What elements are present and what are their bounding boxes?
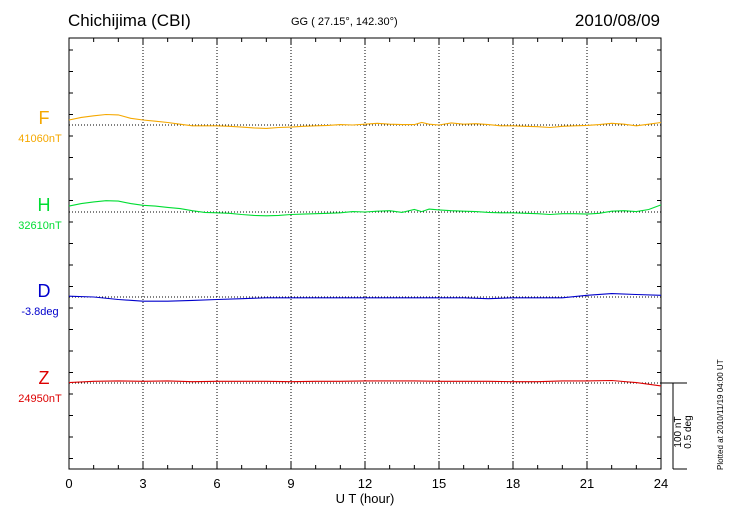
station-coordinates: GG ( 27.15°, 142.30°) [291, 16, 398, 28]
x-tick-label: 0 [65, 476, 72, 491]
series-baseline-label-D: -3.8deg [21, 306, 58, 318]
x-tick-label: 12 [358, 476, 372, 491]
series-baseline-label-Z: 24950nT [18, 393, 62, 405]
axis-layer [68, 37, 687, 470]
series-name-H: H [38, 195, 51, 215]
series-baseline-label-F: 41060nT [18, 133, 62, 145]
series-line-D [68, 293, 662, 302]
x-tick-label: 3 [139, 476, 146, 491]
label-layer: 0 3 6 9 12 15 18 21 24 U T (hour) F 41060nT H 32610nT… [18, 108, 668, 506]
series-name-F: F [39, 108, 50, 128]
x-axis-label: U T (hour) [336, 491, 395, 506]
x-tick-label: 15 [432, 476, 446, 491]
x-tick-label: 6 [213, 476, 220, 491]
x-tick-label: 24 [654, 476, 668, 491]
chart-date: 2010/08/09 [574, 11, 660, 30]
series-baseline-label-H: 32610nT [18, 220, 62, 232]
series-name-D: D [38, 281, 51, 301]
series-line-F [68, 113, 662, 129]
grid-layer [69, 38, 661, 469]
series-line-Z [68, 379, 662, 387]
series-name-Z: Z [39, 368, 50, 388]
scale-bar-label-deg: 0.5 deg [683, 415, 694, 449]
station-title: Chichijima (CBI) [68, 11, 191, 30]
x-tick-label: 18 [506, 476, 520, 491]
scale-bar-label: 100 nT 0.5 deg [673, 415, 694, 449]
plotted-at-note: Plotted at 2010/11/19 04:00 UT [716, 359, 725, 470]
x-tick-label: 21 [580, 476, 594, 491]
series-line-H [68, 200, 662, 217]
x-tick-label: 9 [287, 476, 294, 491]
series-layer [68, 113, 662, 387]
